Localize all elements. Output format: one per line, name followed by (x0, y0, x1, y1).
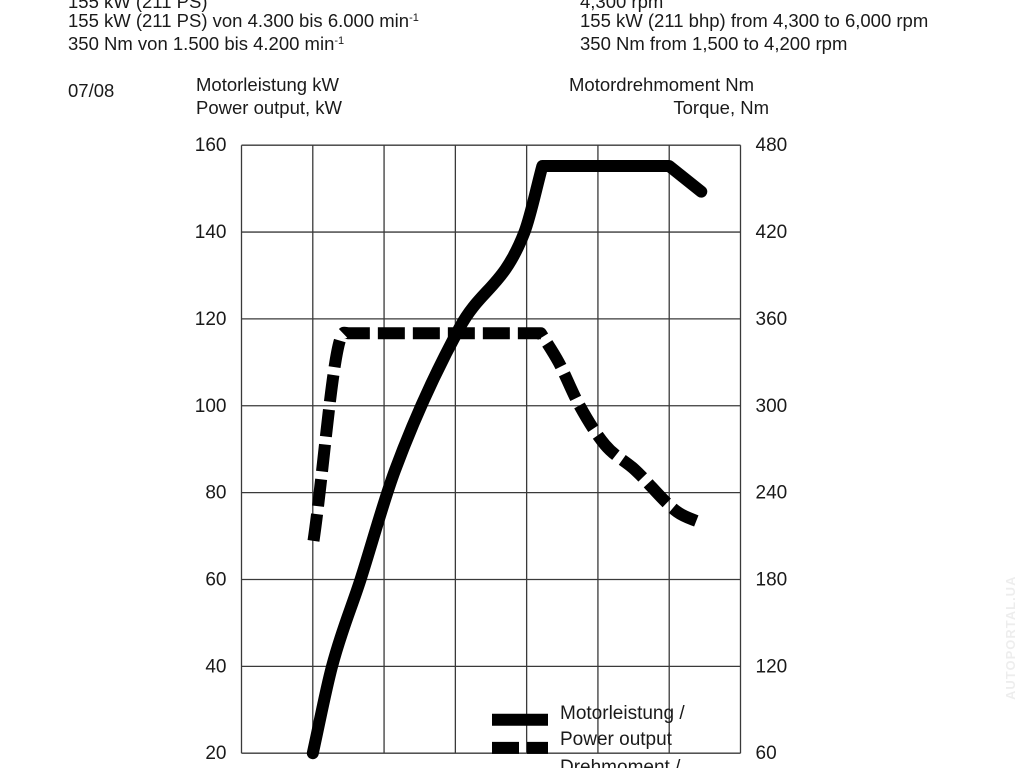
svg-text:140: 140 (195, 222, 227, 243)
svg-text:80: 80 (205, 483, 226, 504)
svg-text:240: 240 (756, 483, 788, 504)
svg-text:40: 40 (205, 656, 226, 677)
svg-text:120: 120 (195, 309, 227, 330)
svg-text:300: 300 (756, 396, 788, 417)
svg-text:60: 60 (205, 569, 226, 590)
svg-text:420: 420 (756, 222, 788, 243)
svg-text:160: 160 (195, 135, 227, 156)
svg-text:180: 180 (756, 569, 788, 590)
svg-text:20: 20 (205, 743, 226, 764)
svg-text:480: 480 (756, 135, 788, 156)
svg-text:100: 100 (195, 396, 227, 417)
svg-text:360: 360 (756, 309, 788, 330)
svg-text:120: 120 (756, 656, 788, 677)
svg-text:60: 60 (756, 743, 777, 764)
